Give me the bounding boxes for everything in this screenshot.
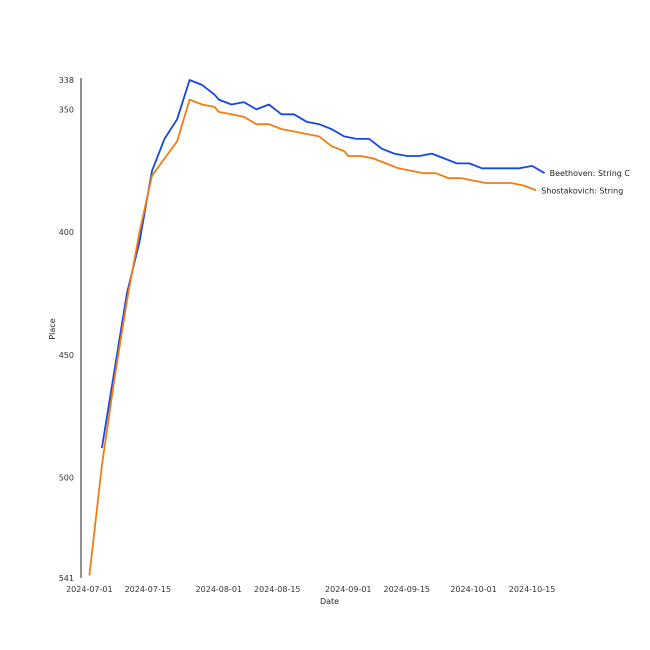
x-axis: 2024-07-01 2024-07-15 2024-08-01 2024-08-15… — [66, 585, 555, 594]
x-tick-label: 2024-10-15 — [509, 585, 556, 594]
y-tick-label: 450 — [59, 351, 74, 360]
series-lines — [88, 79, 546, 576]
x-tick-label: 2024-08-15 — [254, 585, 301, 594]
y-tick-label: 338 — [59, 76, 74, 85]
x-tick-label: 2024-09-01 — [325, 585, 372, 594]
y-tick-label: 500 — [59, 473, 74, 482]
series-labels: Beethoven: String C Shostakovich: String — [541, 169, 630, 195]
series-label-1: Beethoven: String C — [550, 169, 631, 178]
y-tick-label: 541 — [59, 574, 74, 583]
y-tick-label: 400 — [59, 228, 74, 237]
x-tick-label: 2024-09-15 — [384, 585, 431, 594]
y-tick-label: 350 — [59, 105, 74, 114]
y-axis: 338 350 400 450 500 541 — [59, 76, 82, 583]
y-axis-title: Place — [48, 318, 57, 339]
x-tick-label: 2024-07-15 — [125, 585, 172, 594]
series-label-2: Shostakovich: String — [541, 186, 623, 195]
x-tick-label: 2024-08-01 — [196, 585, 243, 594]
series-line-2 — [88, 98, 537, 576]
x-axis-title: Date — [320, 597, 339, 606]
series-line-1 — [101, 79, 546, 449]
x-tick-label: 2024-10-01 — [450, 585, 497, 594]
x-tick-label: 2024-07-01 — [66, 585, 113, 594]
